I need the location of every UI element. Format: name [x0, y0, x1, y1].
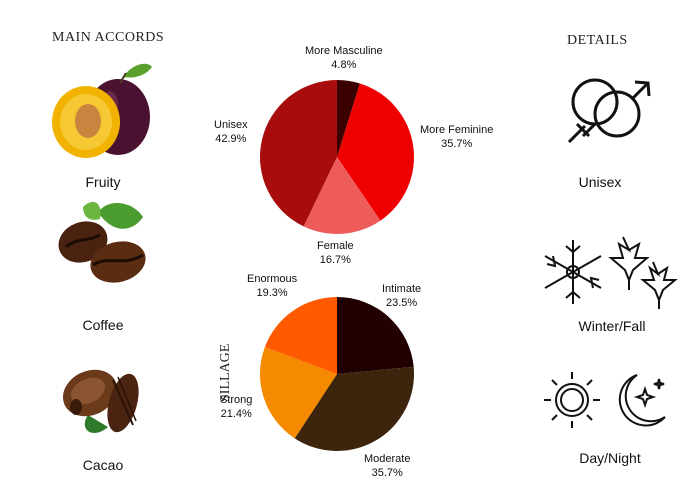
pie2-label-name: Moderate	[364, 453, 411, 465]
pie2-label-value: 35.7%	[371, 467, 403, 479]
pie2-label-strong: Strong 21.4%	[220, 393, 252, 421]
pie1-slice-more-masculine	[337, 80, 360, 157]
pie2-slice-intimate	[337, 297, 414, 374]
snowflake-leaves-icon	[544, 236, 678, 309]
pie1-label-female: Female 16.7%	[317, 239, 354, 267]
pie2-label-intimate: Intimate 23.5%	[382, 282, 421, 310]
pie2-label-value: 23.5%	[385, 297, 418, 309]
pie2-label-name: Strong	[220, 394, 253, 406]
accord-label-fruity: Fruity	[85, 174, 121, 190]
sillage-pie-chart	[260, 297, 414, 451]
details-title: DETAILS	[567, 33, 628, 48]
pie1-slice-unisex	[260, 80, 337, 227]
sun-moon-icon	[544, 372, 666, 428]
pie1-label-name: Female	[317, 240, 354, 252]
pie1-label-value: 16.7%	[319, 254, 351, 266]
pie2-slice-enormous	[264, 297, 337, 374]
pie1-label-name: More Masculine	[305, 45, 383, 57]
accord-label-cacao: Cacao	[82, 457, 124, 473]
pie1-label-more-masculine: More Masculine 4.8%	[305, 44, 383, 72]
pie1-label-name: More Feminine	[420, 124, 494, 136]
main-accords-title: MAIN ACCORDS	[52, 30, 165, 45]
detail-label-winter-fall: Winter/Fall	[578, 318, 646, 334]
pie1-label-value: 35.7%	[441, 138, 473, 150]
pie1-label-more-feminine: More Feminine 35.7%	[420, 123, 493, 151]
pie2-label-value: 19.3%	[256, 287, 288, 299]
pie1-label-name: Unisex	[214, 119, 248, 131]
detail-label-day-night: Day/Night	[579, 450, 641, 466]
pie2-slice-strong	[260, 347, 337, 439]
pie2-label-name: Enormous	[247, 273, 298, 285]
pie1-label-unisex: Unisex 42.9%	[214, 118, 248, 146]
pie2-label-name: Intimate	[382, 283, 422, 295]
coffee-bean-icon	[58, 201, 146, 283]
pie2-label-value: 21.4%	[220, 408, 252, 420]
pie2-slice-moderate	[294, 366, 414, 451]
pie1-label-value: 4.8%	[331, 59, 357, 71]
gender-pie-chart	[260, 80, 414, 234]
detail-label-unisex: Unisex	[578, 174, 622, 190]
accord-label-coffee: Coffee	[82, 317, 124, 333]
cacao-pod-icon	[62, 369, 139, 434]
pie1-slice-more-feminine	[337, 83, 414, 221]
pie2-label-moderate: Moderate 35.7%	[364, 452, 410, 480]
pie2-label-enormous: Enormous 19.3%	[247, 272, 297, 300]
pie1-label-value: 42.9%	[215, 133, 247, 145]
gender-symbols-icon	[567, 78, 651, 144]
plum-icon	[52, 63, 152, 158]
pie1-slice-female	[303, 157, 381, 234]
